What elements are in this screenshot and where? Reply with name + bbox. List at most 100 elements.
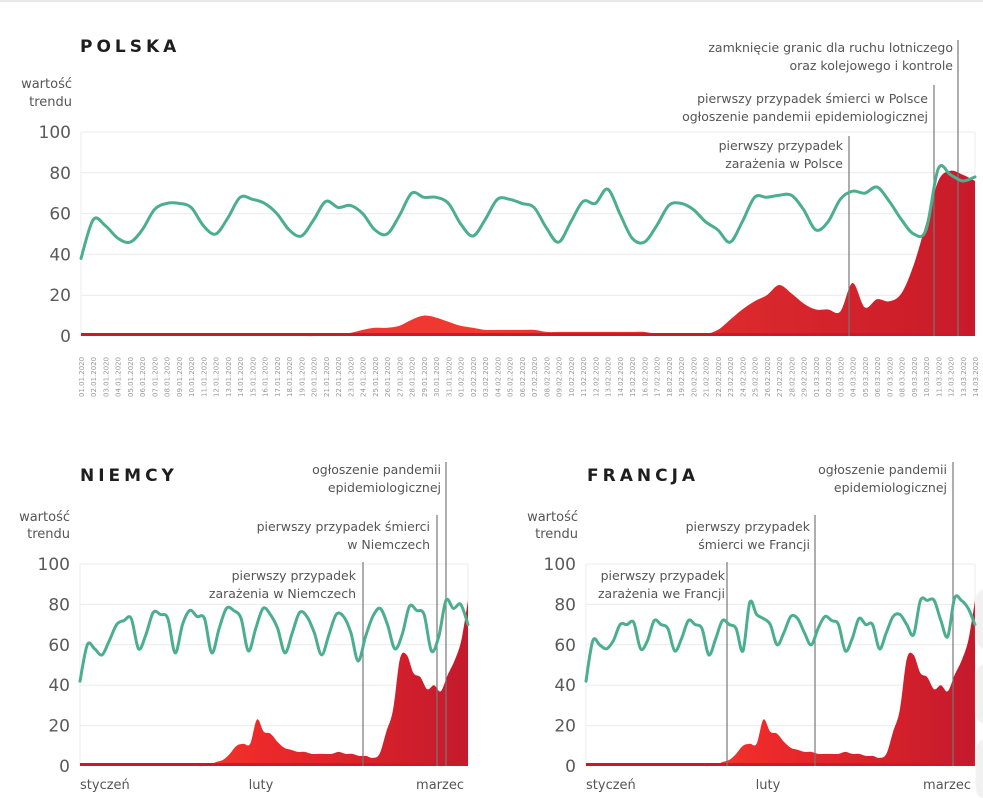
y-tick-label: 60 [554, 636, 576, 656]
event-annotation: oraz kolejowego i kontrole [789, 58, 953, 73]
x-tick-label: 10.01.2020 [188, 357, 196, 397]
x-tick-label: 02.03.2020 [825, 357, 833, 397]
event-annotation: śmierci we Francji [698, 537, 810, 552]
y-axis-label-line2: trendu [29, 95, 72, 110]
x-tick-label: 21.01.2020 [323, 357, 331, 397]
x-tick-label: 18.02.2020 [666, 357, 674, 397]
x-tick-label: marzec [923, 778, 971, 793]
x-tick-label: 06.02.2020 [519, 357, 527, 397]
x-tick-label: 19.02.2020 [678, 357, 686, 397]
x-tick-label: 01.01.2020 [78, 357, 86, 397]
x-tick-label: 10.03.2020 [923, 357, 931, 397]
x-tick-label: 13.02.2020 [605, 357, 613, 397]
x-tick-label: 17.02.2020 [654, 357, 662, 397]
x-tick-label: 11.02.2020 [580, 357, 588, 397]
event-annotation: ogłoszenie pandemii epidemiologicznej [682, 109, 928, 124]
x-tick-label: 09.03.2020 [911, 357, 919, 397]
event-annotation: w Niemczech [347, 537, 430, 552]
event-annotation: zarażenia w Niemczech [209, 586, 356, 601]
x-tick-label: 28.02.2020 [788, 357, 796, 397]
x-tick-label: 08.02.2020 [543, 357, 551, 397]
event-annotation: pierwszy przypadek [719, 138, 844, 153]
event-annotation: pierwszy przypadek [232, 568, 357, 583]
y-tick-label: 0 [60, 327, 71, 347]
x-tick-label: 11.01.2020 [201, 357, 209, 397]
x-tick-label: 28.01.2020 [409, 357, 417, 397]
x-tick-label: 06.03.2020 [874, 357, 882, 397]
y-tick-label: 100 [544, 555, 576, 575]
x-tick-label: 09.02.2020 [556, 357, 564, 397]
y-tick-label: 100 [38, 555, 70, 575]
event-annotation: zarażenia we Francji [598, 586, 725, 601]
x-tick-label: 26.02.2020 [764, 357, 772, 397]
x-tick-label: 24.02.2020 [739, 357, 747, 397]
x-tick-label: 01.02.2020 [458, 357, 466, 397]
x-tick-label: 27.01.2020 [396, 357, 404, 397]
y-axis-label-line2: trendu [535, 527, 578, 542]
y-tick-label: 100 [39, 123, 71, 143]
x-tick-label: 22.02.2020 [715, 357, 723, 397]
chart-title: FRANCJA [587, 466, 699, 486]
x-tick-label: 23.02.2020 [727, 357, 735, 397]
x-tick-label: 16.01.2020 [262, 357, 270, 397]
x-tick-label: 19.01.2020 [298, 357, 306, 397]
chart-title: NIEMCY [80, 466, 178, 486]
x-tick-label: 31.01.2020 [445, 357, 453, 397]
x-tick-label: 25.02.2020 [752, 357, 760, 397]
x-tick-label: 07.02.2020 [531, 357, 539, 397]
x-tick-label: 29.02.2020 [801, 357, 809, 397]
chart-title: POLSKA [80, 37, 180, 57]
y-tick-label: 40 [49, 245, 71, 265]
x-tick-label: 06.01.2020 [139, 357, 147, 397]
y-tick-label: 60 [49, 205, 71, 225]
x-tick-label: 03.01.2020 [103, 357, 111, 397]
x-tick-label: 20.01.2020 [311, 357, 319, 397]
x-tick-label: 26.01.2020 [384, 357, 392, 397]
y-tick-label: 80 [48, 595, 70, 615]
x-tick-label: marzec [416, 778, 464, 793]
x-tick-label: 12.01.2020 [213, 357, 221, 397]
event-annotation: zamknięcie granic dla ruchu lotniczego [708, 40, 953, 55]
chart-polska: POLSKA wartość trendu 0 20 40 60 80 100 01.01… [21, 37, 980, 397]
trend-line [79, 163, 977, 260]
x-tick-label: 01.03.2020 [813, 357, 821, 397]
chart-niemcy: NIEMCY wartość trendu 0 20 40 60 80 100 stycz… [19, 462, 470, 793]
x-tick-label: 04.01.2020 [115, 357, 123, 397]
x-tick-label: 12.02.2020 [592, 357, 600, 397]
x-tick-label: 02.01.2020 [90, 357, 98, 397]
x-tick-label: 21.02.2020 [703, 357, 711, 397]
x-tick-label: styczeń [80, 778, 130, 793]
event-annotation: pierwszy przypadek [686, 519, 811, 534]
x-tick-label: 05.02.2020 [507, 357, 515, 397]
y-tick-label: 0 [59, 757, 70, 777]
x-tick-label: 15.01.2020 [250, 357, 258, 397]
y-tick-label: 60 [48, 636, 70, 656]
y-axis-label-line2: trendu [27, 527, 70, 542]
x-tick-label: 03.03.2020 [837, 357, 845, 397]
x-tick-label: 23.01.2020 [347, 357, 355, 397]
y-tick-label: 80 [554, 595, 576, 615]
x-tick-label: 07.03.2020 [886, 357, 894, 397]
chart-francja: FRANCJA wartość trendu 0 20 40 60 80 100 styc… [527, 462, 977, 793]
event-annotation: epidemiologicznej [834, 480, 947, 495]
x-tick-label: styczeń [586, 778, 636, 793]
x-tick-label: 12.03.2020 [948, 357, 956, 397]
x-tick-label: 05.01.2020 [127, 357, 135, 397]
y-tick-label: 20 [48, 717, 70, 737]
y-tick-label: 0 [565, 757, 576, 777]
x-tick-label: 16.02.2020 [641, 357, 649, 397]
x-tick-label: 04.02.2020 [494, 357, 502, 397]
x-tick-label: 04.03.2020 [850, 357, 858, 397]
y-tick-label: 40 [554, 676, 576, 696]
trend-line [584, 594, 977, 683]
x-tick-label: 15.02.2020 [629, 357, 637, 397]
area-series [80, 600, 468, 767]
x-tick-label: luty [756, 778, 781, 793]
x-tick-label: 11.03.2020 [935, 357, 943, 397]
y-tick-label: 80 [49, 164, 71, 184]
x-tick-label: 02.02.2020 [470, 357, 478, 397]
x-tick-label: 09.01.2020 [176, 357, 184, 397]
y-axis-label-line1: wartość [527, 510, 578, 525]
x-tick-label: 29.01.2020 [421, 357, 429, 397]
